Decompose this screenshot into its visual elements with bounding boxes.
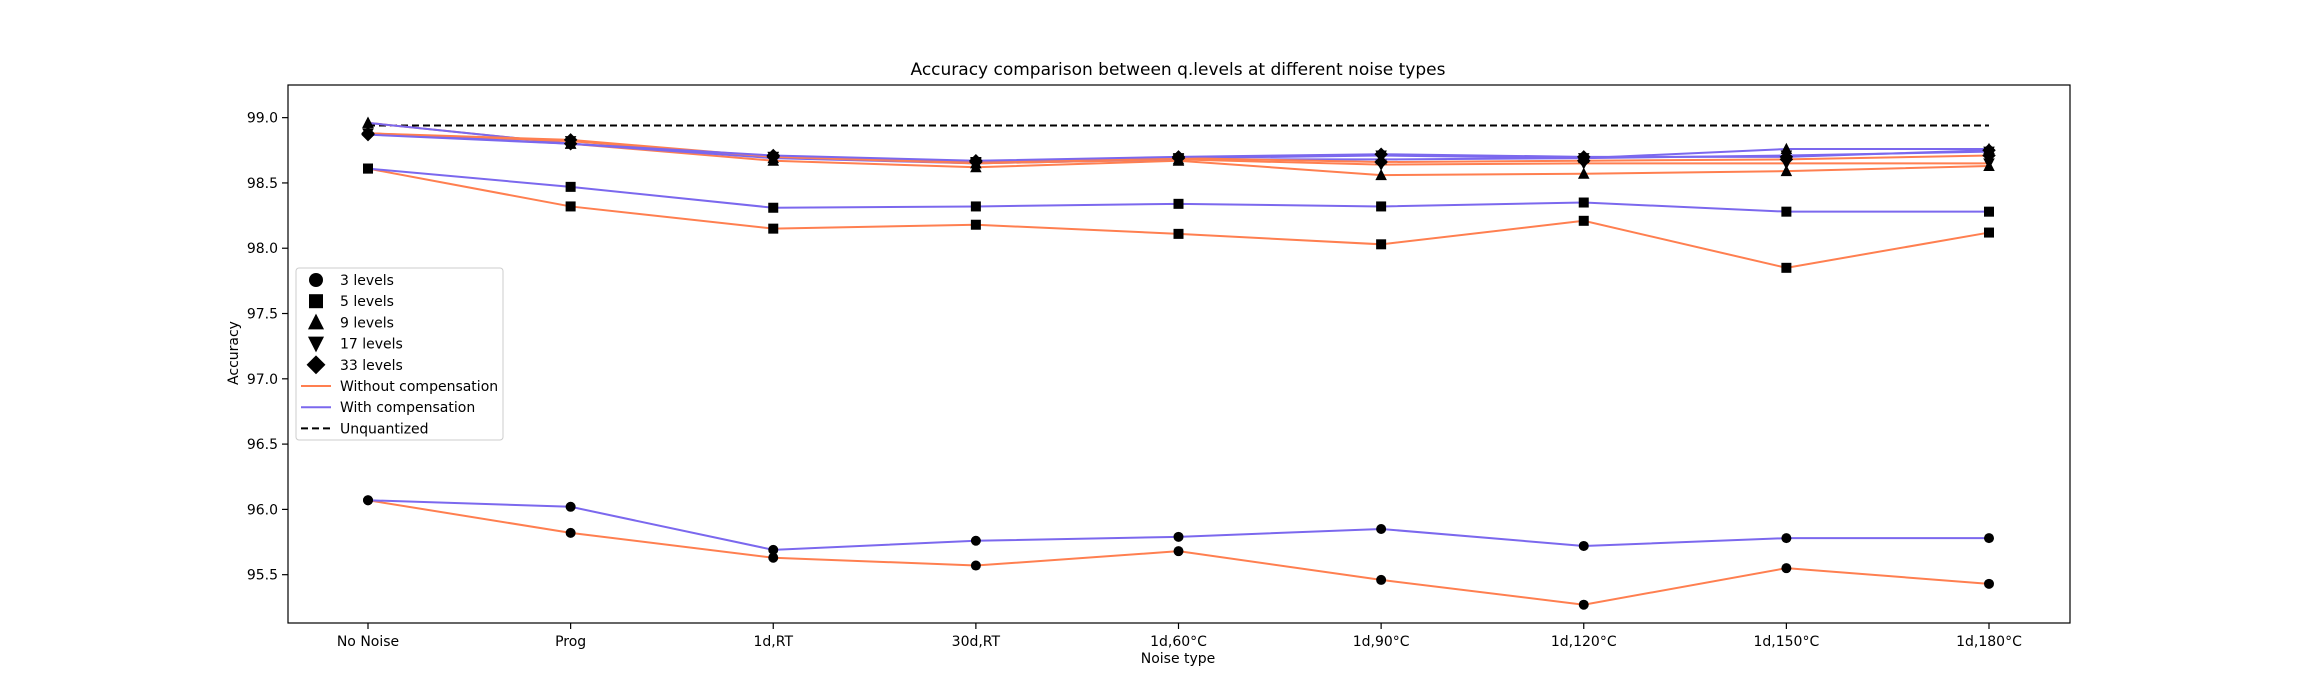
y-tick-label: 96.5 [247, 437, 278, 453]
data-point-circle [1578, 540, 1589, 551]
data-point-square [1578, 197, 1589, 208]
data-point-circle [565, 501, 576, 512]
x-tick-label: Prog [555, 634, 586, 650]
data-point-square [1781, 206, 1792, 217]
legend-label: 17 levels [340, 337, 403, 353]
x-tick-label: 1d,180°C [1956, 634, 2022, 650]
legend-label: 5 levels [340, 294, 394, 310]
y-tick-label: 98.5 [247, 176, 278, 192]
legend-marker-circle [309, 273, 323, 287]
legend-label: Without compensation [340, 379, 498, 395]
data-point-diamond [563, 137, 578, 151]
legend-marker-triangle-up [307, 313, 325, 330]
y-tick-label: 95.5 [247, 568, 278, 584]
data-point-square [1376, 201, 1387, 212]
data-point-square [1984, 227, 1994, 238]
data-point-diamond [1779, 150, 1794, 164]
data-point-triangle-up [362, 116, 374, 128]
data-point-circle [768, 552, 779, 563]
data-point-square [1578, 215, 1589, 226]
data-point-diamond [1374, 147, 1388, 161]
y-tick-label: 97.0 [247, 372, 278, 388]
legend: 3 levels 5 levels 9 levels 17 levels 33 leve… [295, 267, 504, 441]
x-tick-label: 1d,RT [753, 634, 793, 650]
y-tick-label: 97.5 [247, 307, 278, 323]
y-tick-label: 99.0 [247, 111, 278, 127]
data-point-diamond [1374, 155, 1388, 169]
chart-title: Accuracy comparison between q.levels at … [910, 60, 1445, 80]
data-point-circle [970, 560, 981, 571]
y-axis-label: Accuracy [226, 321, 242, 385]
x-tick-label: 1d,90°C [1353, 634, 1410, 650]
data-point-diamond [766, 148, 780, 163]
data-point-triangle-up [1375, 168, 1387, 181]
legend-label: 33 levels [340, 358, 403, 374]
data-point-circle [565, 527, 576, 538]
data-point-square [768, 202, 779, 213]
data-point-triangle-up [1578, 167, 1590, 179]
data-point-triangle-down [1983, 158, 1995, 170]
data-point-circle [1173, 546, 1184, 557]
legend-label: 9 levels [340, 315, 394, 331]
data-point-circle [1984, 533, 1994, 544]
data-point-square [970, 219, 981, 230]
data-point-square [768, 223, 779, 234]
x-tick-label: 30d,RT [952, 634, 1001, 650]
data-point-square [565, 201, 576, 212]
data-point-square [1781, 262, 1792, 273]
data-point-square [1984, 206, 1994, 217]
x-tick-label: 1d,120°C [1551, 634, 1617, 650]
y-tick-label: 96.0 [247, 502, 278, 518]
x-tick-label: No Noise [337, 634, 399, 650]
x-tick-label: 1d,60°C [1150, 634, 1207, 650]
data-point-square [1173, 228, 1184, 239]
data-point-circle [768, 544, 779, 555]
data-point-diamond [969, 153, 983, 168]
data-point-square [1173, 198, 1184, 209]
data-point-circle [1376, 523, 1387, 534]
legend-marker-diamond [306, 355, 326, 375]
data-point-diamond [1577, 150, 1591, 164]
legend-box [295, 267, 504, 441]
x-axis-label: Noise type [1141, 651, 1216, 667]
data-point-square [970, 201, 981, 212]
legend-marker-square [309, 294, 323, 309]
data-point-circle [1781, 533, 1792, 544]
data-point-diamond [1171, 150, 1186, 164]
legend-label: Unquantized [340, 421, 429, 437]
data-point-circle [1781, 563, 1792, 574]
data-point-diamond [361, 127, 375, 142]
data-point-circle [1578, 599, 1589, 610]
legend-label: With compensation [340, 400, 475, 416]
data-point-circle [970, 535, 981, 546]
data-point-diamond [1982, 143, 1996, 158]
legend-label: 3 levels [340, 273, 394, 289]
data-point-square [1376, 239, 1387, 250]
x-tick-label: 1d,150°C [1754, 634, 1820, 650]
data-point-circle [1984, 578, 1994, 589]
data-point-triangle-up [1780, 164, 1793, 177]
data-point-square [565, 181, 576, 192]
data-point-circle [1173, 531, 1184, 542]
y-tick-label: 98.0 [247, 241, 278, 257]
legend-marker-triangle-down [307, 336, 325, 353]
data-point-square [363, 163, 373, 174]
data-point-circle [1376, 574, 1387, 585]
plot-area: 95.5 96.0 96.5 97.0 97.5 98.0 98.5 99.0 No Noise… [247, 84, 2071, 650]
data-point-circle [363, 495, 373, 506]
